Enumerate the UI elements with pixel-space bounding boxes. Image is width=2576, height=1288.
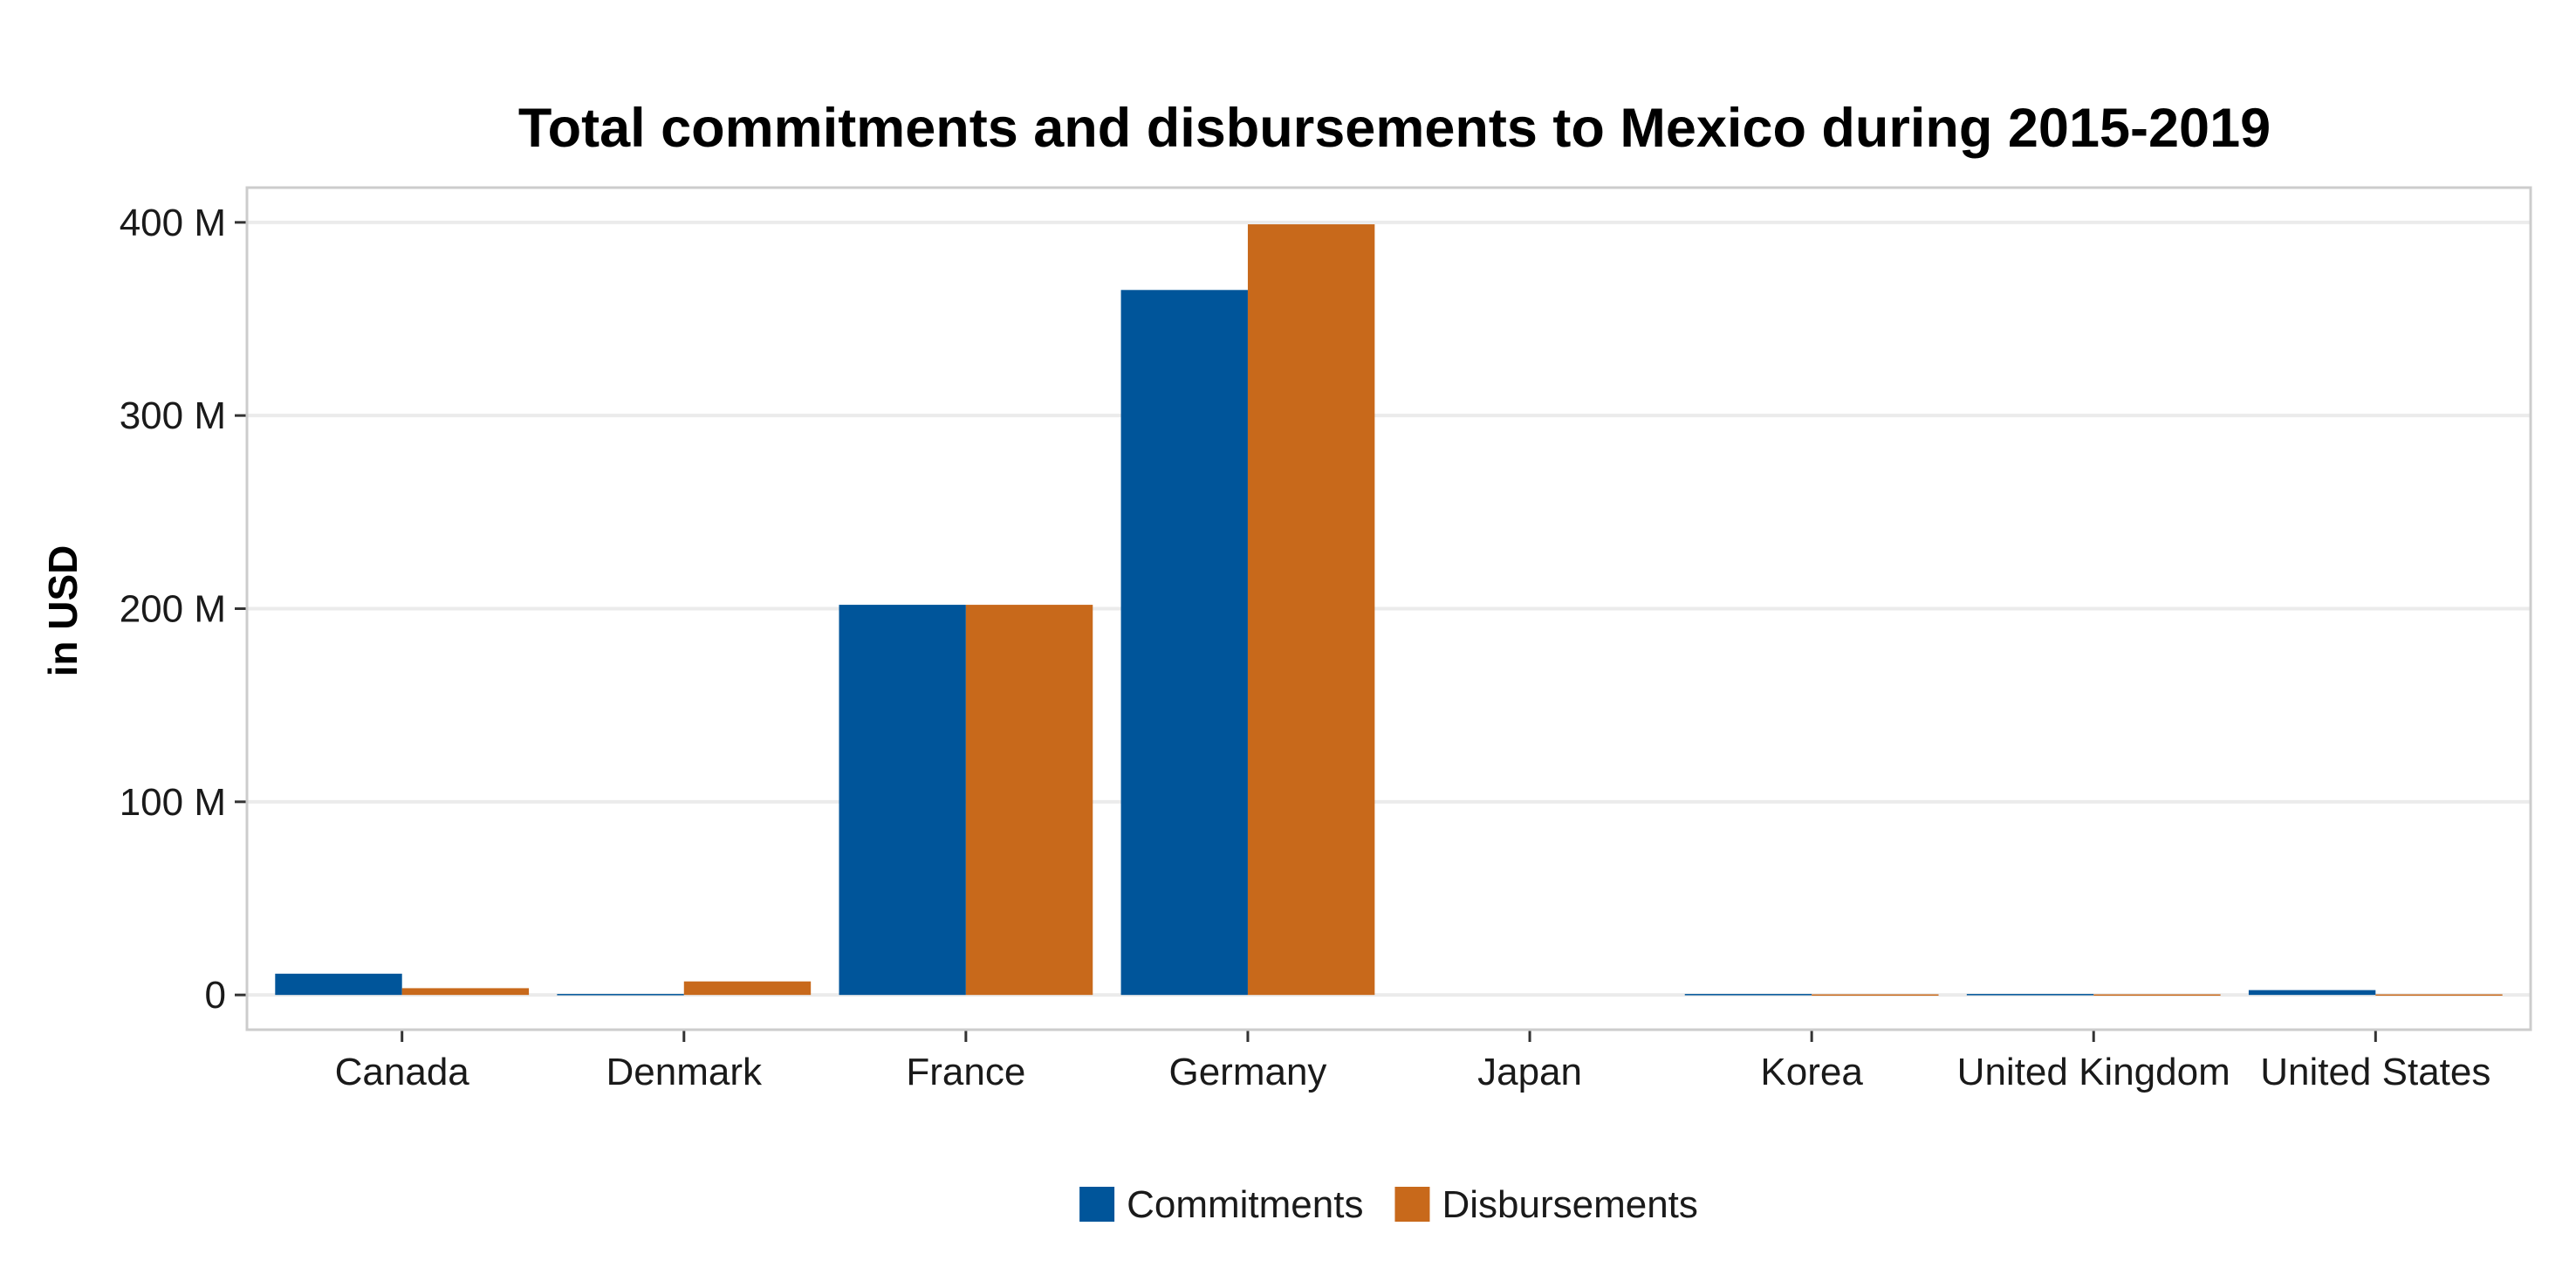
x-tick-label: United Kingdom xyxy=(1957,1051,2230,1093)
bar-disbursements-united-states xyxy=(2375,994,2503,996)
bar-commitments-canada xyxy=(275,973,402,996)
x-tick-label: Canada xyxy=(335,1051,470,1093)
bar-commitments-denmark xyxy=(557,994,684,996)
y-tick-label: 100 M xyxy=(120,781,226,824)
y-axis-label: in USD xyxy=(40,545,86,677)
x-tick-label: France xyxy=(906,1051,1025,1093)
plot-area: 0 100 M 200 M 300 M 400 M Canada Denmark France… xyxy=(120,186,2532,1093)
y-tick-label: 400 M xyxy=(120,202,226,244)
bar-disbursements-denmark xyxy=(683,981,812,996)
legend-label: Disbursements xyxy=(1442,1183,1697,1226)
legend-item-disbursements: Disbursements xyxy=(1394,1183,1698,1226)
y-tick-label: 300 M xyxy=(120,394,226,437)
x-tick-label: Japan xyxy=(1477,1051,1582,1093)
plot-border xyxy=(245,186,2532,1031)
x-tick-label: Germany xyxy=(1168,1051,1326,1093)
chart-title: Total commitments and disbursements to M… xyxy=(518,98,2271,159)
bar-commitments-france xyxy=(839,605,966,996)
x-tick-label: Denmark xyxy=(606,1051,763,1093)
bar-commitments-korea xyxy=(1684,994,1812,996)
x-tick-label: United States xyxy=(2260,1051,2490,1093)
bar-disbursements-korea xyxy=(1812,994,1939,996)
legend: Commitments Disbursements xyxy=(1079,1183,1698,1226)
bar-disbursements-france xyxy=(965,605,1093,996)
legend-swatch xyxy=(1079,1187,1115,1222)
bar-disbursements-united-kingdom xyxy=(2093,994,2221,996)
legend-item-commitments: Commitments xyxy=(1079,1183,1363,1226)
bar-commitments-germany xyxy=(1120,290,1248,996)
bar-commitments-united-states xyxy=(2248,990,2376,996)
bar-disbursements-canada xyxy=(401,988,530,996)
y-tick-label: 200 M xyxy=(120,588,226,631)
x-tick-label: Korea xyxy=(1760,1051,1863,1093)
bar-commitments-united-kingdom xyxy=(1966,994,2094,996)
legend-label: Commitments xyxy=(1127,1183,1363,1226)
bar-disbursements-germany xyxy=(1247,224,1375,996)
y-tick-label: 0 xyxy=(205,974,226,1017)
legend-swatch xyxy=(1394,1187,1430,1222)
